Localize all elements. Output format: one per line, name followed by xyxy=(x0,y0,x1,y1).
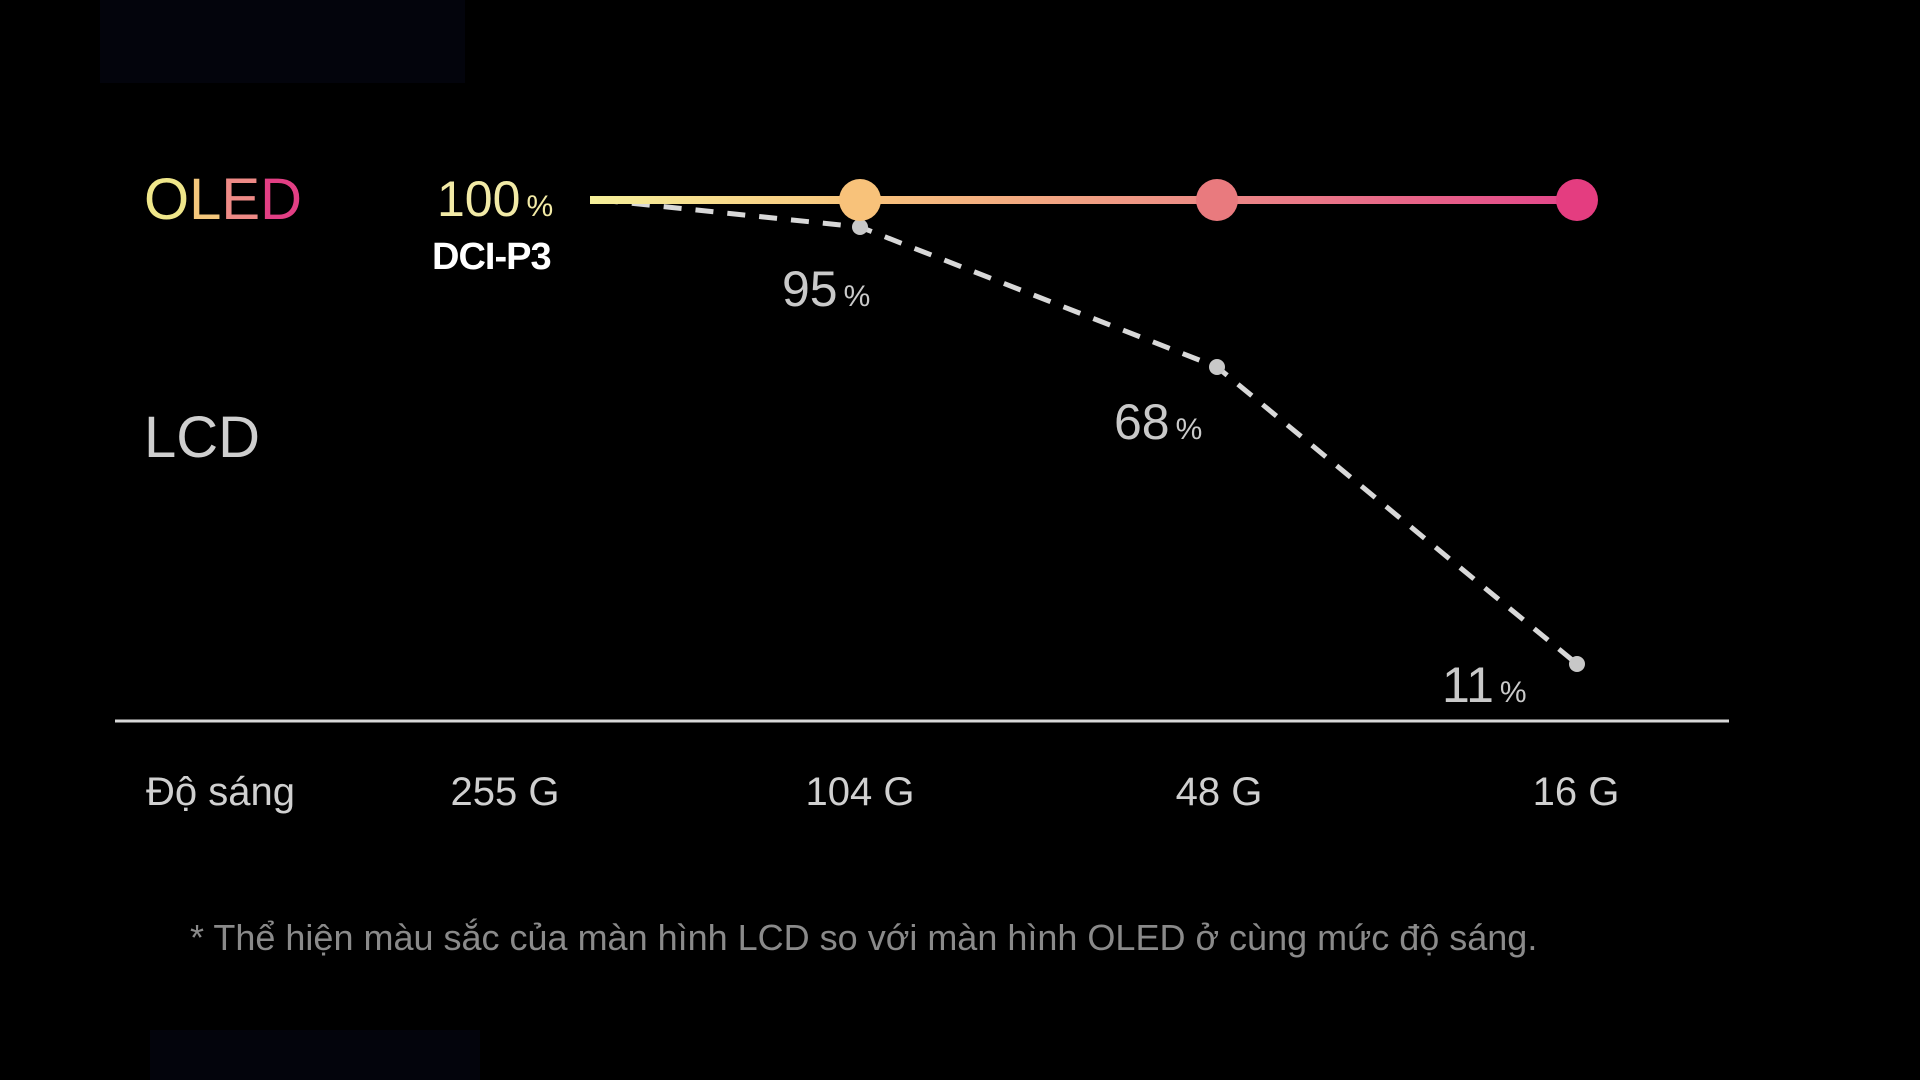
oled-letter: E xyxy=(221,167,261,232)
lcd-value-48g: 68% xyxy=(1114,397,1202,447)
value-number: 95 xyxy=(782,261,838,317)
lcd-value-16g: 11% xyxy=(1442,660,1527,710)
value-unit: % xyxy=(1175,413,1203,446)
faint-bottom-panel xyxy=(150,1030,480,1080)
value-number: 100 xyxy=(437,171,521,227)
value-number: 11 xyxy=(1442,657,1494,713)
value-unit: % xyxy=(1499,676,1527,709)
x-tick-16g: 16 G xyxy=(1532,770,1620,814)
oled-letter: O xyxy=(144,167,190,232)
oled-point-104g xyxy=(839,179,881,221)
dci-p3-label: DCI-P3 xyxy=(432,236,552,278)
value-unit: % xyxy=(526,190,554,223)
legend-lcd-label: LCD xyxy=(144,405,261,470)
x-tick-48g: 48 G xyxy=(1175,770,1263,814)
lcd-series-line xyxy=(599,197,1579,666)
legend-oled-label: OLED xyxy=(144,171,302,229)
oled-letter: L xyxy=(189,167,222,232)
lcd-point-16g xyxy=(1569,656,1585,672)
lcd-point-104g xyxy=(852,219,868,235)
oled-point-16g xyxy=(1556,179,1598,221)
lcd-value-104g: 95% xyxy=(782,264,870,314)
oled-letter: D xyxy=(260,167,302,232)
x-tick-104g: 104 G xyxy=(805,770,915,814)
lcd-point-48g xyxy=(1209,359,1225,375)
x-axis-title: Độ sáng xyxy=(146,770,295,814)
oled-point-48g xyxy=(1196,179,1238,221)
value-unit: % xyxy=(843,280,871,313)
oled-start-value: 100% xyxy=(437,174,553,224)
value-number: 68 xyxy=(1114,394,1170,450)
faint-top-panel xyxy=(100,0,465,83)
footnote: * Thể hiện màu sắc của màn hình LCD so v… xyxy=(190,917,1538,958)
x-tick-255g: 255 G xyxy=(450,770,560,814)
